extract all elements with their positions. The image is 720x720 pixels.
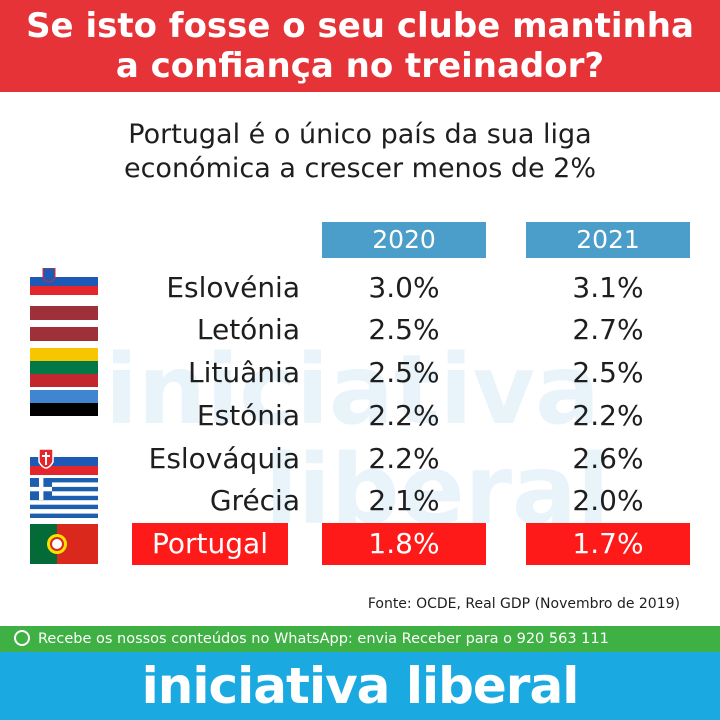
whatsapp-text: Recebe os nossos conteúdos no WhatsApp: … bbox=[38, 631, 609, 647]
year-header-2020: 2020 bbox=[322, 222, 486, 258]
value-2020: 2.5% bbox=[368, 356, 440, 389]
value-2021: 1.7% bbox=[526, 523, 690, 565]
footer-banner: iniciativa liberal bbox=[0, 652, 720, 720]
table-row: Eslováquia 2.2% 2.6% bbox=[0, 439, 720, 479]
latvia-flag-icon bbox=[30, 306, 98, 341]
whatsapp-bar: Recebe os nossos conteúdos no WhatsApp: … bbox=[0, 626, 720, 652]
footer-logo: iniciativa liberal bbox=[141, 657, 580, 715]
subtitle-line-2: económica a crescer menos de 2% bbox=[123, 153, 597, 184]
table-row: Letónia 2.5% 2.7% bbox=[0, 310, 720, 350]
country-name: Eslováquia bbox=[148, 442, 300, 475]
whatsapp-icon bbox=[14, 630, 30, 646]
subtitle-line-1: Portugal é o único país da sua liga bbox=[128, 119, 592, 150]
country-name: Letónia bbox=[196, 313, 300, 346]
headline-line-1: Se isto fosse o seu clube mantinha bbox=[26, 6, 694, 46]
value-2020: 3.0% bbox=[368, 271, 440, 304]
headline-line-2: a confiança no treinador? bbox=[115, 46, 605, 86]
value-2020: 2.2% bbox=[368, 399, 440, 432]
year-header-2021: 2021 bbox=[526, 222, 690, 258]
greece-flag-icon bbox=[30, 478, 98, 518]
portugal-flag-icon bbox=[30, 524, 98, 564]
country-name: Eslovénia bbox=[166, 271, 300, 304]
slovenia-flag-icon bbox=[30, 268, 98, 295]
table-row: Lituânia 2.5% 2.5% bbox=[0, 353, 720, 393]
value-2021: 2.2% bbox=[572, 399, 644, 432]
value-2020: 2.1% bbox=[368, 484, 440, 517]
value-2021: 2.0% bbox=[572, 484, 644, 517]
table-row: Eslovénia 3.0% 3.1% bbox=[0, 268, 720, 308]
value-2021: 2.5% bbox=[572, 356, 644, 389]
table-row: Estónia 2.2% 2.2% bbox=[0, 396, 720, 436]
slovakia-flag-icon bbox=[30, 448, 98, 475]
country-name: Estónia bbox=[196, 399, 300, 432]
value-2020: 2.5% bbox=[368, 313, 440, 346]
estonia-flag-icon bbox=[30, 390, 98, 429]
lithuania-flag-icon bbox=[30, 348, 98, 387]
value-2020: 1.8% bbox=[322, 523, 486, 565]
country-name: Portugal bbox=[132, 523, 288, 565]
source-note: Fonte: OCDE, Real GDP (Novembro de 2019) bbox=[367, 596, 680, 612]
value-2020: 2.2% bbox=[368, 442, 440, 475]
table-row-highlighted: Portugal 1.8% 1.7% bbox=[0, 523, 720, 565]
subtitle: Portugal é o único país da sua liga econ… bbox=[0, 118, 720, 186]
table-row: Grécia 2.1% 2.0% bbox=[0, 481, 720, 521]
headline-banner: Se isto fosse o seu clube mantinha a con… bbox=[0, 0, 720, 92]
country-name: Grécia bbox=[209, 484, 300, 517]
value-2021: 2.7% bbox=[572, 313, 644, 346]
value-2021: 3.1% bbox=[572, 271, 644, 304]
country-name: Lituânia bbox=[188, 356, 300, 389]
value-2021: 2.6% bbox=[572, 442, 644, 475]
